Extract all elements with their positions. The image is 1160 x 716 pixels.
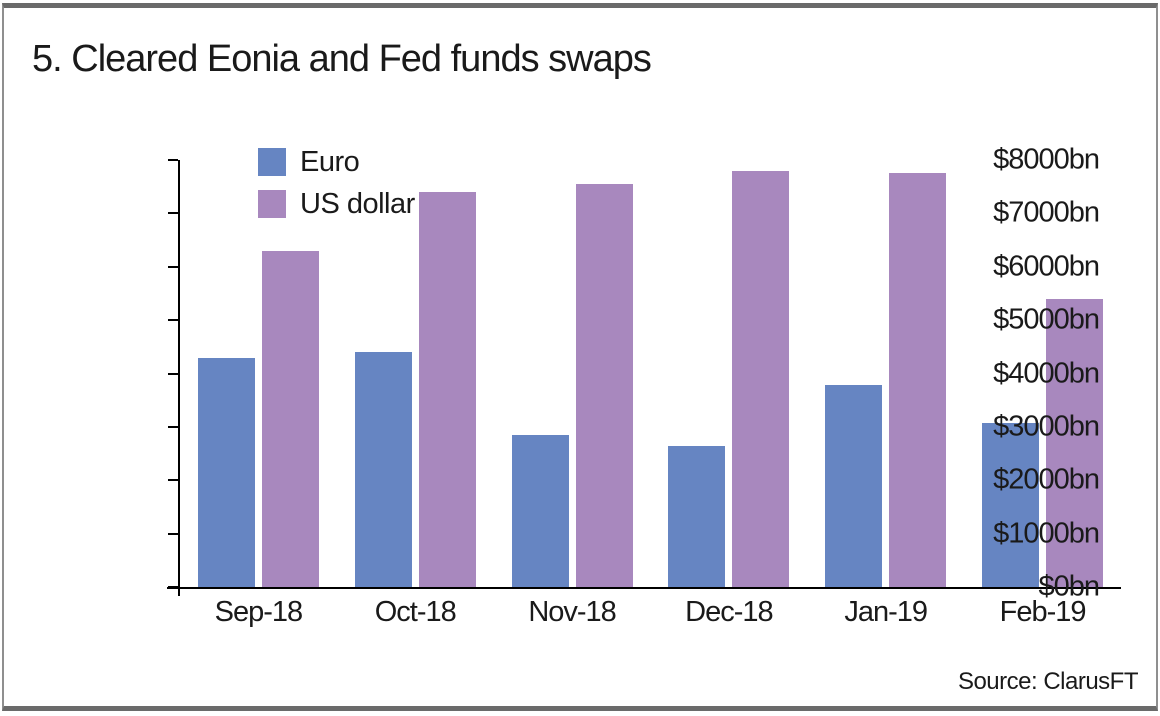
y-axis-label--4000bn: $4000bn [993, 357, 1100, 389]
bar-us-dollar-sep-18 [261, 250, 319, 587]
y-axis-tick [168, 265, 178, 268]
y-axis-tick [168, 319, 178, 322]
chart-frame: 5. Cleared Eonia and Fed funds swaps Eur… [2, 3, 1158, 711]
legend-item-us-dollar: US dollar [258, 188, 415, 220]
bar-us-dollar-nov-18 [575, 184, 633, 587]
bar-euro-dec-18 [668, 445, 726, 587]
x-axis-label-jan-19: Jan-19 [844, 596, 928, 628]
plot-area: Euro US dollar $8000bn $7000bn $6000bn $5000… [167, 144, 1121, 603]
y-axis-tick [168, 425, 178, 428]
x-axis-label-oct-18: Oct-18 [374, 596, 457, 628]
bar-group-oct-18 [337, 160, 494, 587]
bar-euro-feb-19 [982, 422, 1040, 587]
x-axis-label-feb-19: Feb-19 [999, 596, 1087, 628]
y-axis-label--1000bn: $1000bn [993, 517, 1100, 550]
x-axis-label-nov-18: Nov-18 [528, 596, 616, 628]
bar-euro-jan-19 [825, 385, 883, 587]
legend-label-euro: Euro [300, 146, 360, 178]
bar-us-dollar-dec-18 [732, 170, 790, 587]
y-axis-label--5000bn: $5000bn [993, 303, 1100, 336]
bar-group-dec-18 [650, 160, 807, 587]
bar-euro-oct-18 [354, 352, 412, 587]
x-axis-origin-extension [167, 587, 180, 589]
y-axis-tick [168, 212, 178, 215]
bar-euro-sep-18 [197, 357, 255, 587]
y-axis-tick [168, 372, 178, 375]
y-axis-tick [168, 532, 178, 535]
y-axis-tick [168, 159, 178, 161]
y-axis-tick [168, 586, 178, 588]
bar-groups [180, 160, 1121, 587]
y-axis-label--8000bn: $8000bn [993, 143, 1100, 176]
chart-title: 5. Cleared Eonia and Fed funds swaps [32, 38, 652, 80]
y-axis-origin-tick [178, 589, 180, 596]
source-note: Source: ClarusFT [957, 668, 1139, 695]
y-axis-label--0bn: $0bn [1038, 570, 1100, 603]
bar-group-sep-18 [180, 160, 337, 587]
y-axis-tick [168, 479, 178, 482]
x-axis-label-sep-18: Sep-18 [214, 596, 304, 628]
bar-us-dollar-jan-19 [889, 173, 947, 587]
legend-item-euro: Euro [258, 146, 415, 178]
bar-us-dollar-feb-19 [1046, 298, 1104, 587]
y-axis-label--2000bn: $2000bn [993, 463, 1100, 496]
bar-group-nov-18 [494, 160, 651, 587]
bar-euro-nov-18 [511, 434, 569, 587]
legend-swatch-euro-icon [258, 148, 286, 176]
legend: Euro US dollar [258, 146, 415, 220]
y-axis-label--7000bn: $7000bn [993, 196, 1100, 229]
bar-group-feb-19 [964, 160, 1121, 587]
x-axis-labels: Sep-18 Oct-18 Nov-18 Dec-18 Jan-19 Feb-19 [180, 596, 1121, 629]
y-axis-label--6000bn: $6000bn [993, 250, 1100, 283]
legend-swatch-us-dollar-icon [258, 190, 286, 218]
legend-label-us-dollar: US dollar [300, 188, 415, 220]
bar-us-dollar-oct-18 [418, 192, 476, 587]
bar-group-jan-19 [807, 160, 964, 587]
x-axis-label-dec-18: Dec-18 [685, 596, 773, 628]
y-axis-label--3000bn: $3000bn [993, 410, 1100, 443]
